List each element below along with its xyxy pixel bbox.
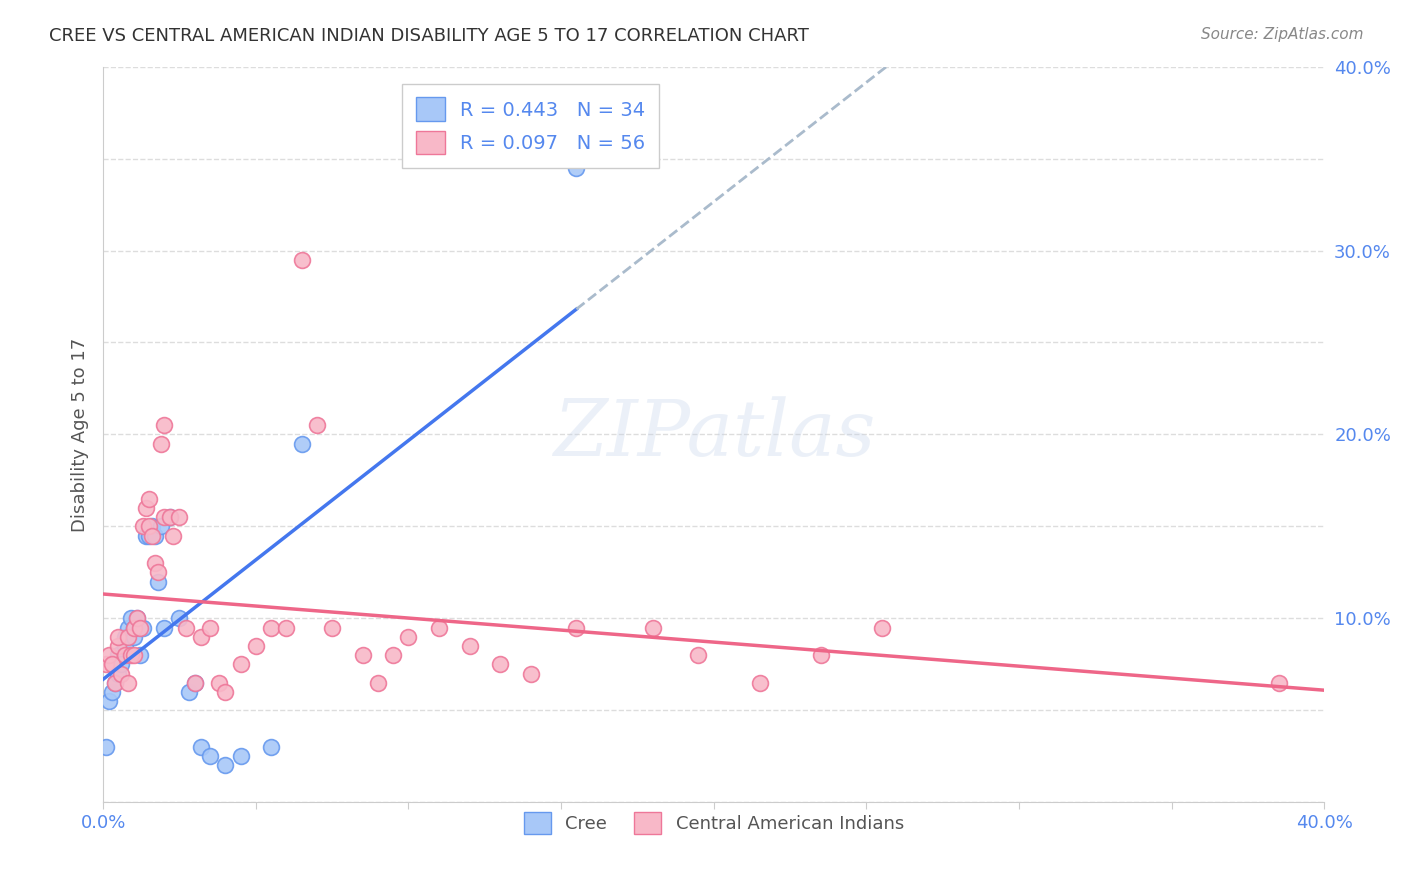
Point	[107, 630, 129, 644]
Point	[427, 621, 450, 635]
Point	[198, 621, 221, 635]
Point	[382, 648, 405, 662]
Point	[208, 675, 231, 690]
Y-axis label: Disability Age 5 to 17: Disability Age 5 to 17	[72, 337, 89, 532]
Point	[122, 648, 145, 662]
Point	[122, 621, 145, 635]
Point	[352, 648, 374, 662]
Point	[128, 621, 150, 635]
Point	[153, 510, 176, 524]
Point	[305, 418, 328, 433]
Point	[98, 648, 121, 662]
Point	[198, 749, 221, 764]
Point	[96, 740, 118, 755]
Point	[565, 621, 588, 635]
Point	[150, 519, 173, 533]
Point	[159, 510, 181, 524]
Point	[104, 675, 127, 690]
Point	[870, 621, 893, 635]
Point	[748, 675, 770, 690]
Point	[125, 611, 148, 625]
Point	[177, 685, 200, 699]
Point	[1267, 675, 1289, 690]
Text: Source: ZipAtlas.com: Source: ZipAtlas.com	[1201, 27, 1364, 42]
Text: CREE VS CENTRAL AMERICAN INDIAN DISABILITY AGE 5 TO 17 CORRELATION CHART: CREE VS CENTRAL AMERICAN INDIAN DISABILI…	[49, 27, 808, 45]
Point	[110, 657, 132, 672]
Point	[367, 675, 389, 690]
Point	[276, 621, 298, 635]
Point	[810, 648, 832, 662]
Point	[565, 161, 588, 175]
Point	[245, 639, 267, 653]
Point	[107, 639, 129, 653]
Point	[138, 519, 160, 533]
Point	[183, 675, 205, 690]
Point	[153, 621, 176, 635]
Point	[174, 621, 197, 635]
Point	[135, 501, 157, 516]
Point	[321, 621, 343, 635]
Legend: Cree, Central American Indians: Cree, Central American Indians	[513, 801, 915, 845]
Point	[190, 740, 212, 755]
Point	[122, 630, 145, 644]
Point	[114, 648, 136, 662]
Point	[146, 574, 169, 589]
Point	[141, 519, 163, 533]
Point	[107, 666, 129, 681]
Point	[150, 436, 173, 450]
Point	[98, 694, 121, 708]
Point	[169, 611, 191, 625]
Point	[114, 630, 136, 644]
Point	[138, 528, 160, 542]
Point	[398, 630, 420, 644]
Point	[688, 648, 710, 662]
Point	[120, 611, 142, 625]
Point	[214, 685, 236, 699]
Point	[489, 657, 512, 672]
Point	[162, 528, 184, 542]
Point	[104, 675, 127, 690]
Point	[114, 639, 136, 653]
Point	[190, 630, 212, 644]
Point	[122, 621, 145, 635]
Point	[260, 740, 283, 755]
Point	[117, 630, 139, 644]
Point	[120, 648, 142, 662]
Point	[107, 648, 129, 662]
Point	[132, 621, 155, 635]
Point	[641, 621, 664, 635]
Point	[96, 657, 118, 672]
Point	[110, 666, 132, 681]
Point	[143, 528, 166, 542]
Point	[135, 528, 157, 542]
Point	[153, 418, 176, 433]
Point	[159, 510, 181, 524]
Point	[519, 666, 541, 681]
Point	[117, 621, 139, 635]
Point	[132, 519, 155, 533]
Text: ZIPatlas: ZIPatlas	[553, 396, 875, 473]
Point	[169, 510, 191, 524]
Point	[143, 556, 166, 570]
Point	[125, 611, 148, 625]
Point	[290, 252, 312, 267]
Point	[141, 528, 163, 542]
Point	[290, 436, 312, 450]
Point	[260, 621, 283, 635]
Point	[458, 639, 481, 653]
Point	[101, 685, 124, 699]
Point	[229, 657, 252, 672]
Point	[183, 675, 205, 690]
Point	[214, 758, 236, 772]
Point	[117, 675, 139, 690]
Point	[229, 749, 252, 764]
Point	[128, 648, 150, 662]
Point	[146, 566, 169, 580]
Point	[138, 491, 160, 506]
Point	[101, 657, 124, 672]
